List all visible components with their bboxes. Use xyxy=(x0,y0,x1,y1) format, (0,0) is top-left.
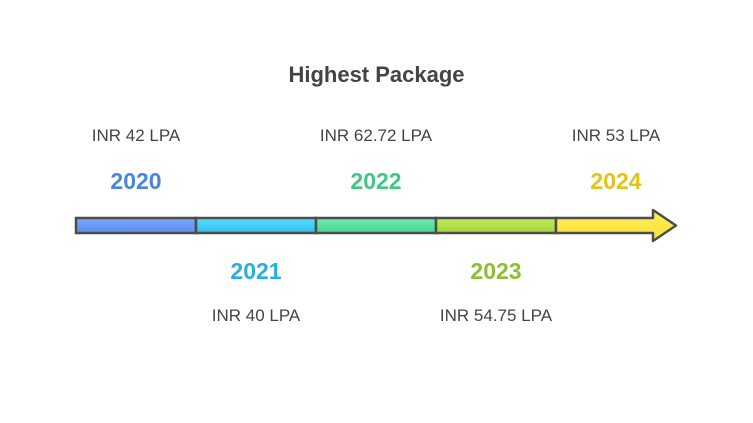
value-2022: INR 62.72 LPA xyxy=(319,126,433,145)
year-2024: 2024 xyxy=(590,168,642,194)
segment-2022 xyxy=(314,216,438,235)
value-2023: INR 54.75 LPA xyxy=(439,306,553,325)
segment-2023 xyxy=(434,216,558,235)
segment-2024-arrowhead xyxy=(554,208,678,243)
value-2021: INR 40 LPA xyxy=(211,306,301,325)
year-2020: 2020 xyxy=(110,168,162,194)
value-2020: INR 42 LPA xyxy=(91,126,181,145)
year-2022: 2022 xyxy=(350,168,402,194)
year-2021: 2021 xyxy=(230,258,282,284)
value-2024: INR 53 LPA xyxy=(571,126,661,145)
segment-2020 xyxy=(74,216,198,235)
year-2023: 2023 xyxy=(470,258,522,284)
segment-2021 xyxy=(194,216,318,235)
diagram-title: Highest Package xyxy=(288,62,465,87)
